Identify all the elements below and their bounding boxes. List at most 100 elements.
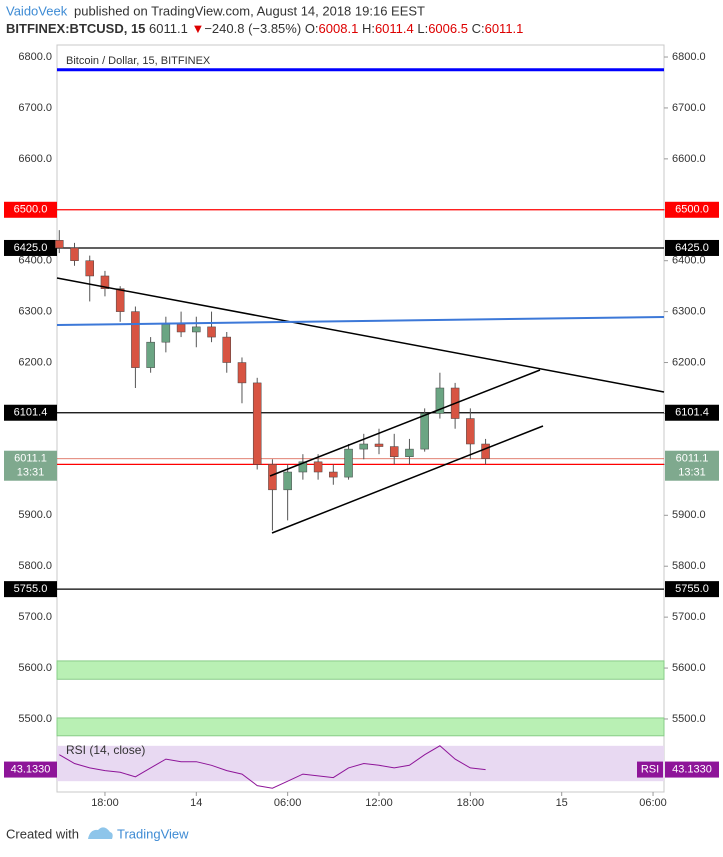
candle-body	[252, 382, 262, 465]
y-tick-label: 6700.0	[18, 102, 52, 114]
candle-body	[374, 443, 384, 447]
level-tag	[665, 239, 719, 256]
candle-body	[192, 326, 201, 333]
zone	[56, 660, 665, 680]
candle-body	[222, 336, 232, 363]
level-label: 6500.0	[14, 204, 48, 216]
level-tag	[665, 404, 719, 421]
level-label: 6101.4	[14, 407, 48, 419]
level-tag	[4, 201, 57, 218]
y-tick-label: 6700.0	[672, 102, 706, 114]
x-tick-label: 06:00	[639, 797, 667, 809]
y-tick-label: 5600.0	[672, 662, 706, 674]
symbol: BITFINEX:BTCUSD, 15	[6, 21, 145, 36]
y-tick-label: 6300.0	[672, 306, 706, 318]
candle-body	[85, 260, 94, 277]
countdown: 13:31	[678, 467, 706, 479]
candle-body	[420, 413, 429, 450]
h-label: H:	[362, 21, 375, 36]
x-tick-label: 15	[556, 797, 568, 809]
y-tick-label: 6600.0	[18, 153, 52, 165]
y-tick-label: 6600.0	[672, 153, 706, 165]
plot-frame	[56, 44, 665, 793]
candle-body	[207, 326, 216, 338]
candle-body	[435, 387, 445, 414]
channel-lower	[271, 425, 544, 534]
y-tick-label: 5900.0	[672, 509, 706, 521]
rsi-tag	[4, 761, 57, 778]
y-tick-label: 6800.0	[18, 51, 52, 63]
candle-body	[389, 446, 399, 457]
o-value: 6008.1	[319, 21, 359, 36]
logo	[88, 827, 113, 839]
trendline	[56, 316, 665, 326]
level-tag	[665, 581, 719, 598]
rsi-last: 43.1330	[11, 763, 51, 775]
trendline	[56, 277, 665, 393]
y-tick-label: 6400.0	[672, 255, 706, 267]
y-tick-label: 5700.0	[672, 611, 706, 623]
level-label: 6500.0	[675, 204, 709, 216]
x-tick-label: 18:00	[91, 797, 119, 809]
y-tick-label: 5500.0	[672, 713, 706, 725]
level-tag	[665, 201, 719, 218]
x-tick-label: 18:00	[457, 797, 485, 809]
candle-body	[298, 461, 308, 473]
y-tick-label: 5500.0	[18, 713, 52, 725]
candle-body	[283, 471, 292, 491]
candle-body	[466, 418, 475, 445]
level-label: 6101.4	[675, 407, 709, 419]
l-value: 6006.5	[428, 21, 468, 36]
o-label: O:	[305, 21, 319, 36]
y-tick-label: 6200.0	[672, 356, 706, 368]
zone	[56, 717, 665, 737]
candle-body	[115, 288, 125, 312]
candle-body	[161, 324, 171, 343]
level-tag	[4, 404, 57, 421]
candle-body	[146, 341, 155, 368]
c-value: 6011.1	[485, 21, 524, 36]
footer-created: Created with	[6, 826, 79, 841]
chart-title: Bitcoin / Dollar, 15, BITFINEX	[66, 55, 211, 67]
y-tick-label: 5700.0	[18, 611, 52, 623]
rsi-name: RSI	[641, 763, 659, 775]
author[interactable]: VaidoVeek	[6, 3, 68, 18]
level-label: 6425.0	[14, 242, 48, 254]
x-tick-label: 06:00	[274, 797, 302, 809]
candle-body	[176, 324, 186, 333]
h-value: 6011.4	[375, 21, 414, 36]
x-tick-label: 14	[190, 797, 202, 809]
published: published on TradingView.com, August 14,…	[74, 3, 425, 18]
c-label: C:	[472, 21, 485, 36]
candle-body	[344, 448, 353, 478]
last: 6011.1	[149, 21, 188, 36]
candle-body	[405, 448, 414, 457]
rsi-band	[57, 745, 664, 782]
y-tick-label: 5800.0	[672, 560, 706, 572]
footer-brand[interactable]: TradingView	[117, 826, 189, 841]
y-tick-label: 6300.0	[18, 306, 52, 318]
channel-upper	[269, 369, 541, 477]
price-label: 6011.1	[676, 453, 709, 465]
candle-body	[481, 443, 490, 459]
candle-body	[329, 471, 338, 478]
price-tag	[4, 450, 57, 481]
level-tag	[4, 239, 57, 256]
l-label: L:	[417, 21, 428, 36]
rsi-last: 43.1330	[672, 763, 712, 775]
level-label: 5755.0	[14, 583, 48, 595]
y-tick-label: 5600.0	[18, 662, 52, 674]
candle-body	[313, 461, 323, 473]
rsi-title: RSI (14, close)	[66, 743, 145, 757]
price-tag	[665, 450, 719, 481]
symbol-line: BITFINEX:BTCUSD, 15 6011.1 ▼−240.8 (−3.8…	[6, 21, 523, 36]
level-label: 6425.0	[675, 242, 709, 254]
y-tick-label: 6800.0	[672, 51, 706, 63]
candle-body	[100, 275, 110, 289]
rsi-tag	[665, 761, 719, 778]
y-tick-label: 5800.0	[18, 560, 52, 572]
candle-body	[131, 311, 140, 368]
level-tag	[4, 581, 57, 598]
